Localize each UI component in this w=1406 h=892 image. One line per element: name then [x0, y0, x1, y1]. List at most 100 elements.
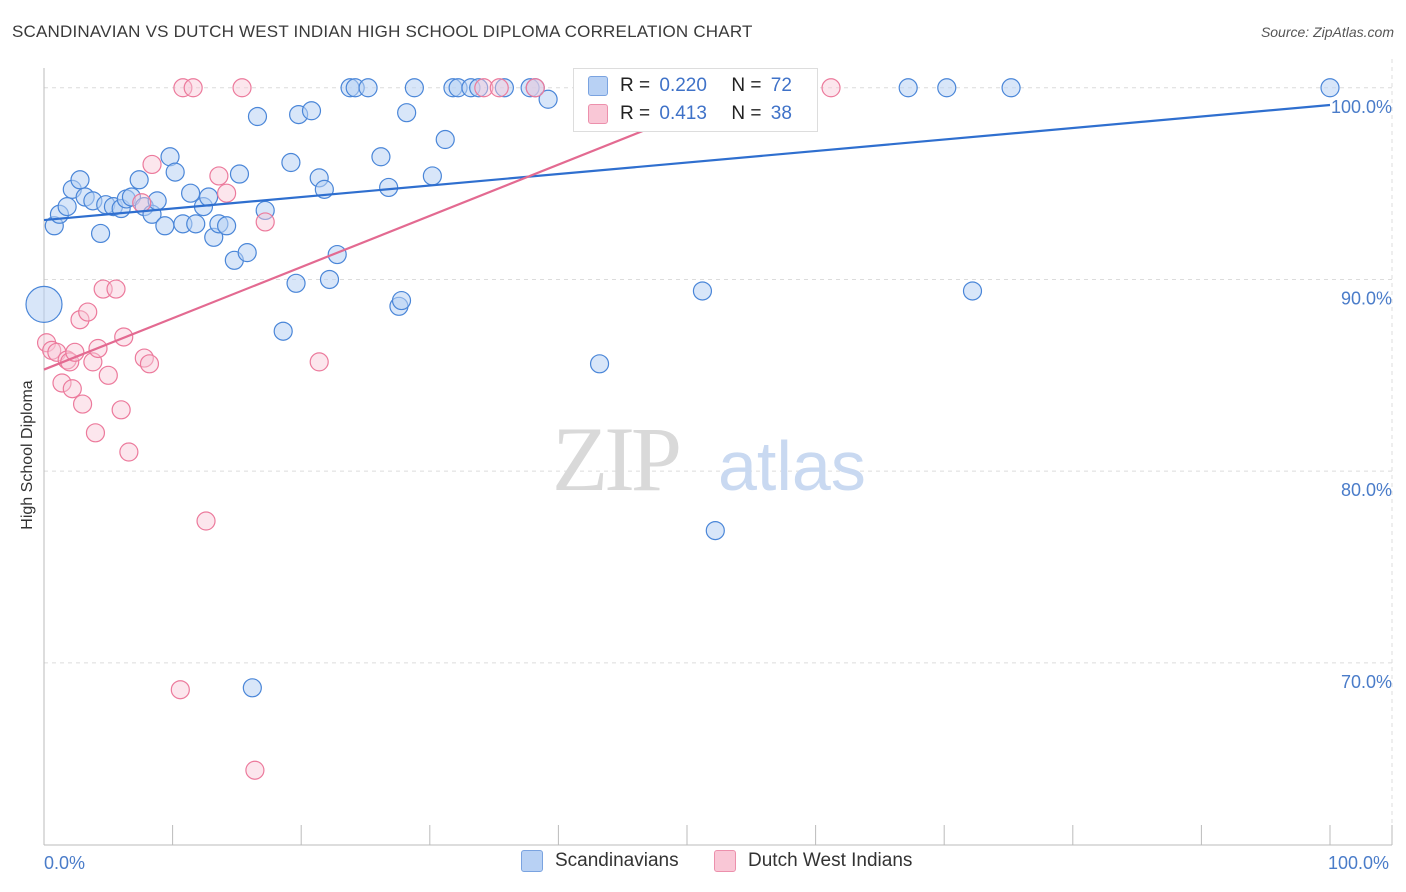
trend-line-scandinavians [43, 103, 1331, 222]
data-point-dutch-west-indians [119, 442, 139, 462]
data-point-dutch-west-indians [70, 310, 90, 330]
data-point-scandinavians [962, 281, 983, 301]
y-tick-labels: 100.0% 90.0% 80.0% 70.0% [1331, 97, 1392, 692]
legend-n-value: 38 [770, 103, 792, 124]
data-point-scandinavians [469, 78, 489, 98]
data-point-dutch-west-indians [170, 680, 190, 700]
data-point-dutch-west-indians [196, 511, 216, 531]
legend-r-label: R = [620, 75, 651, 96]
data-point-dutch-west-indians [139, 354, 160, 374]
legend-n-label: N = [731, 103, 762, 124]
legend-r-value: 0.220 [659, 75, 707, 96]
data-point-scandinavians [319, 269, 340, 290]
data-point-dutch-west-indians [173, 78, 193, 98]
axes [43, 68, 1393, 846]
data-point-scandinavians [358, 78, 378, 98]
data-point-scandinavians [181, 183, 201, 203]
data-point-scandinavians [129, 170, 149, 190]
data-point-scandinavians [286, 273, 306, 293]
data-point-dutch-west-indians [85, 423, 106, 443]
data-point-dutch-west-indians [72, 394, 93, 414]
legend-r-label: R = [620, 103, 651, 124]
legend-n-label: N = [731, 75, 762, 96]
y-tick-label: 100.0% [1331, 97, 1392, 117]
legend-label: Dutch West Indians [748, 850, 913, 871]
data-point-scandinavians [237, 243, 257, 263]
legend-label: Scandinavians [555, 850, 679, 871]
data-point-dutch-west-indians [209, 166, 229, 186]
data-point-scandinavians [273, 321, 293, 341]
legend-swatch-blue [521, 850, 543, 872]
data-point-scandinavians [705, 520, 725, 541]
data-point-scandinavians [422, 166, 442, 186]
data-point-dutch-west-indians [474, 78, 494, 98]
data-point-dutch-west-indians [52, 373, 72, 393]
data-point-scandinavians [255, 200, 275, 221]
data-point-dutch-west-indians [255, 212, 275, 232]
data-point-dutch-west-indians [232, 78, 252, 98]
data-point-scandinavians [90, 223, 111, 244]
data-point-dutch-west-indians [134, 348, 154, 368]
stats-legend: R = 0.220 N = 72 R = 0.413 N = 38 [573, 68, 818, 132]
data-point-scandinavians [692, 281, 713, 301]
data-point-scandinavians [217, 216, 237, 236]
data-point-scandinavians [1320, 78, 1340, 98]
data-point-scandinavians [391, 290, 412, 311]
legend-item-dutch-west-indians[interactable]: Dutch West Indians [714, 850, 912, 872]
data-point-scandinavians [589, 354, 610, 374]
data-point-scandinavians [57, 197, 77, 217]
data-point-scandinavians [70, 170, 90, 190]
trend-lines [43, 86, 1331, 371]
data-point-scandinavians [435, 129, 455, 150]
source-label: Source: ZipAtlas.com [1260, 24, 1394, 40]
data-point-dutch-west-indians [525, 78, 545, 98]
data-point-dutch-west-indians [245, 760, 265, 780]
y-tick-label: 90.0% [1341, 288, 1392, 308]
x-tick-label-min: 0.0% [44, 853, 86, 873]
data-point-scandinavians [494, 78, 514, 98]
data-point-scandinavians [301, 101, 322, 121]
x-tick-label-max: 100.0% [1328, 853, 1390, 873]
data-point-scandinavians [371, 147, 391, 167]
data-point-scandinavians [229, 164, 250, 184]
series-legend: Scandinavians Dutch West Indians [0, 850, 1406, 878]
data-point-dutch-west-indians [142, 154, 162, 175]
data-point-dutch-west-indians [132, 193, 152, 213]
data-point-dutch-west-indians [183, 78, 203, 98]
chart-title: SCANDINAVIAN VS DUTCH WEST INDIAN HIGH S… [12, 22, 753, 41]
legend-r-value: 0.413 [659, 103, 707, 124]
data-point-scandinavians [155, 216, 175, 236]
data-point-scandinavians [186, 214, 206, 234]
data-point-scandinavians [1001, 78, 1021, 98]
legend-swatch-blue [588, 76, 608, 96]
data-point-dutch-west-indians [309, 352, 329, 372]
data-point-dutch-west-indians [78, 302, 98, 322]
data-point-dutch-west-indians [217, 183, 237, 203]
data-point-dutch-west-indians [111, 400, 131, 420]
data-point-scandinavians [121, 187, 142, 207]
watermark-atlas: atlas [718, 427, 866, 505]
y-tick-label: 80.0% [1341, 480, 1392, 500]
data-point-scandinavians [937, 78, 957, 98]
data-point-scandinavians [242, 678, 262, 698]
trend-line-dutch-west-indians [43, 86, 752, 371]
legend-swatch-pink [714, 850, 736, 872]
data-point-scandinavians [199, 187, 219, 207]
data-point-scandinavians [247, 106, 268, 127]
data-point-scandinavians [898, 78, 918, 98]
data-point-dutch-west-indians [65, 342, 85, 362]
data-point-dutch-west-indians [821, 78, 841, 98]
legend-swatch-pink [588, 104, 608, 124]
legend-row-dutch-west-indians: R = 0.413 N = 38 [588, 103, 792, 125]
data-point-scandinavians [379, 177, 399, 198]
y-tick-label: 70.0% [1341, 672, 1392, 692]
data-point-scandinavians [404, 78, 424, 98]
legend-item-scandinavians[interactable]: Scandinavians [521, 850, 679, 872]
data-point-scandinavians [397, 103, 417, 123]
data-point-dutch-west-indians [98, 365, 118, 385]
data-point-dutch-west-indians [62, 379, 82, 399]
data-point-dutch-west-indians [489, 78, 509, 98]
data-point-scandinavians [281, 152, 301, 173]
data-point-scandinavians [165, 162, 185, 182]
